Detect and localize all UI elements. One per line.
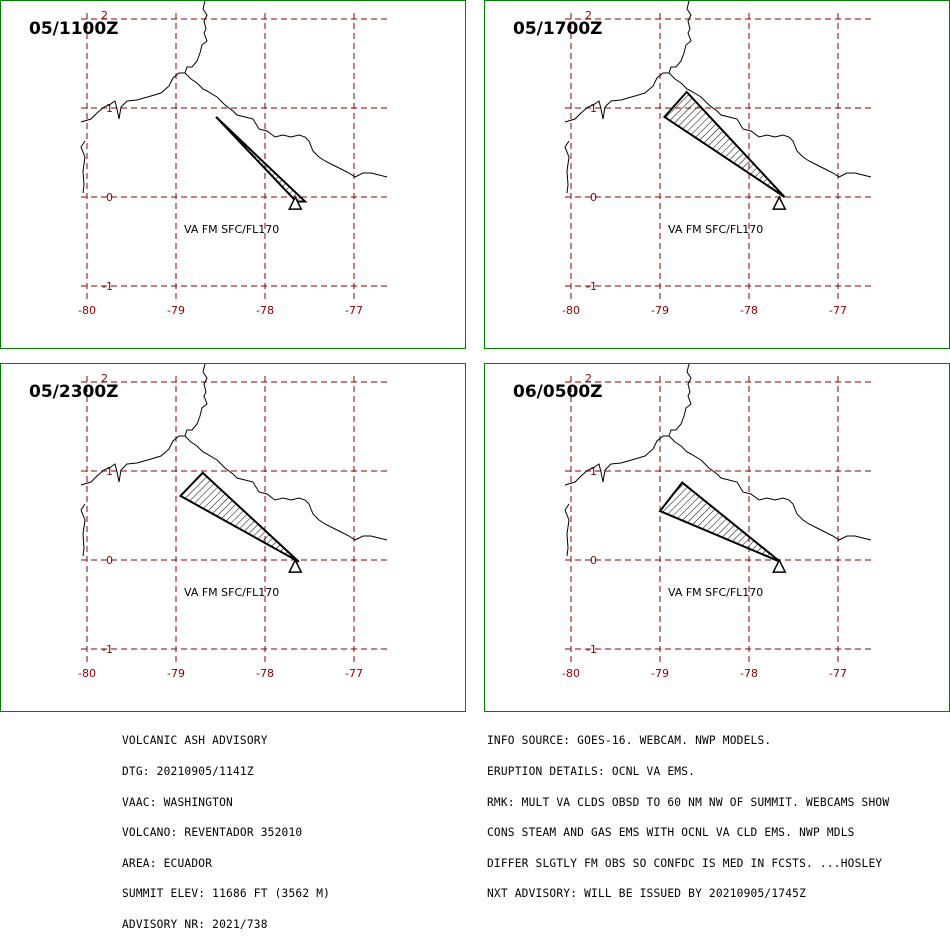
ash-level-label: VA FM SFC/FL170: [668, 586, 764, 599]
lat-tick-label: 0: [590, 554, 597, 567]
border-line: [564, 1, 692, 123]
ash-level-label: VA FM SFC/FL170: [184, 223, 280, 236]
advisory-line: CONS STEAM AND GAS EMS WITH OCNL VA CLD …: [487, 826, 855, 840]
river-line: [668, 435, 872, 541]
volcano-icon: [772, 195, 787, 210]
lat-tick-label: 0: [106, 554, 113, 567]
lon-tick-label: -78: [256, 667, 274, 680]
border-line: [80, 364, 208, 486]
lat-tick-label: 2: [585, 9, 592, 22]
advisory-line: INFO SOURCE: GOES-16. WEBCAM. NWP MODELS…: [487, 734, 772, 748]
border-line: [564, 140, 570, 194]
lon-tick-label: -79: [651, 667, 669, 680]
lon-tick-label: -77: [345, 304, 363, 317]
map-graphic-4: -80 -79 -78 -77 2 1 0 -1: [562, 364, 875, 680]
ash-level-label: VA FM SFC/FL170: [184, 586, 280, 599]
map-graphic-3: -80 -79 -78 -77 2 1 0 -1: [78, 364, 391, 680]
ash-cloud-polygon: [215, 116, 308, 203]
lon-tick-label: -78: [256, 304, 274, 317]
lon-tick-label: -79: [651, 304, 669, 317]
advisory-line: AREA: ECUADOR: [122, 856, 213, 870]
lat-tick-label: 1: [590, 102, 597, 115]
lon-tick-label: -77: [829, 667, 847, 680]
advisory-details-block: INFO SOURCE: GOES-16. WEBCAM. NWP MODELS…: [487, 716, 889, 910]
lon-tick-label: -78: [740, 667, 758, 680]
border-line: [80, 1, 208, 123]
lon-tick-label: -80: [562, 667, 580, 680]
panel-time-label: 05/1700Z: [513, 19, 603, 39]
lat-tick-label: 2: [585, 372, 592, 385]
panel-time-label: 05/1100Z: [29, 19, 119, 39]
advisory-line: DIFFER SLGTLY FM OBS SO CONFDC IS MED IN…: [487, 856, 883, 870]
border-line: [564, 503, 570, 557]
advisory-line: DTG: 20210905/1141Z: [122, 765, 254, 779]
advisory-line: ERUPTION DETAILS: OCNL VA EMS.: [487, 765, 696, 779]
lat-tick-label: 0: [106, 191, 113, 204]
border-line: [564, 364, 692, 486]
map-graphic-2: -80 -79 -78 -77 2 1 0 -1: [562, 1, 875, 317]
lon-tick-label: -79: [167, 667, 185, 680]
ash-level-label: VA FM SFC/FL170: [668, 223, 764, 236]
lat-tick-label: 1: [590, 465, 597, 478]
panel-time-label: 05/2300Z: [29, 382, 119, 402]
advisory-line: VOLCANIC ASH ADVISORY: [122, 734, 268, 748]
lon-tick-label: -80: [562, 304, 580, 317]
advisory-header-block: VOLCANIC ASH ADVISORY DTG: 20210905/1141…: [122, 716, 330, 940]
lon-tick-label: -80: [78, 667, 96, 680]
border-line: [80, 503, 86, 557]
advisory-line: ADVISORY NR: 2021/738: [122, 918, 268, 932]
map-panel-4: -80 -79 -78 -77 2 1 0 -1 06/0500Z VA FM SFC/FL1…: [484, 363, 950, 712]
advisory-line: VAAC: WASHINGTON: [122, 795, 233, 809]
lat-tick-label: 2: [101, 9, 108, 22]
lat-tick-label: -1: [586, 280, 597, 293]
ash-cloud-polygon: [178, 471, 300, 563]
river-line: [184, 72, 388, 178]
volcano-icon: [288, 195, 303, 210]
advisory-line: SUMMIT ELEV: 11686 FT (3562 M): [122, 887, 331, 901]
volcano-icon: [288, 558, 303, 573]
map-graphic-1: -80 -79 -78 -77 2 1 0 -1: [78, 1, 391, 317]
lat-tick-label: 1: [106, 465, 113, 478]
ash-cloud-polygon: [658, 481, 781, 563]
advisory-line: RMK: MULT VA CLDS OBSD TO 60 NM NW OF SU…: [487, 795, 890, 809]
lat-tick-label: -1: [102, 280, 113, 293]
lat-tick-label: 0: [590, 191, 597, 204]
advisory-line: NXT ADVISORY: WILL BE ISSUED BY 20210905…: [487, 887, 807, 901]
lon-tick-label: -79: [167, 304, 185, 317]
advisory-line: VOLCANO: REVENTADOR 352010: [122, 826, 303, 840]
volcano-icon: [772, 558, 787, 573]
lat-tick-label: 2: [101, 372, 108, 385]
lat-tick-label: -1: [586, 643, 597, 656]
lat-tick-label: 1: [106, 102, 113, 115]
panel-time-label: 06/0500Z: [513, 382, 603, 402]
map-panel-2: -80 -79 -78 -77 2 1 0 -1 05/1700Z VA FM SFC/FL1…: [484, 0, 950, 349]
border-line: [80, 140, 86, 194]
river-line: [184, 435, 388, 541]
lat-tick-label: -1: [102, 643, 113, 656]
ash-cloud-polygon: [662, 90, 786, 198]
map-panel-1: -80 -79 -78 -77 2 1 0 -1 05/1100Z VA FM SFC/FL1…: [0, 0, 466, 349]
map-panel-3: -80 -79 -78 -77 2 1 0 -1 05/2300Z VA FM SFC/FL1…: [0, 363, 466, 712]
lon-tick-label: -77: [345, 667, 363, 680]
lon-tick-label: -77: [829, 304, 847, 317]
river-line: [668, 72, 872, 178]
lon-tick-label: -78: [740, 304, 758, 317]
lon-tick-label: -80: [78, 304, 96, 317]
